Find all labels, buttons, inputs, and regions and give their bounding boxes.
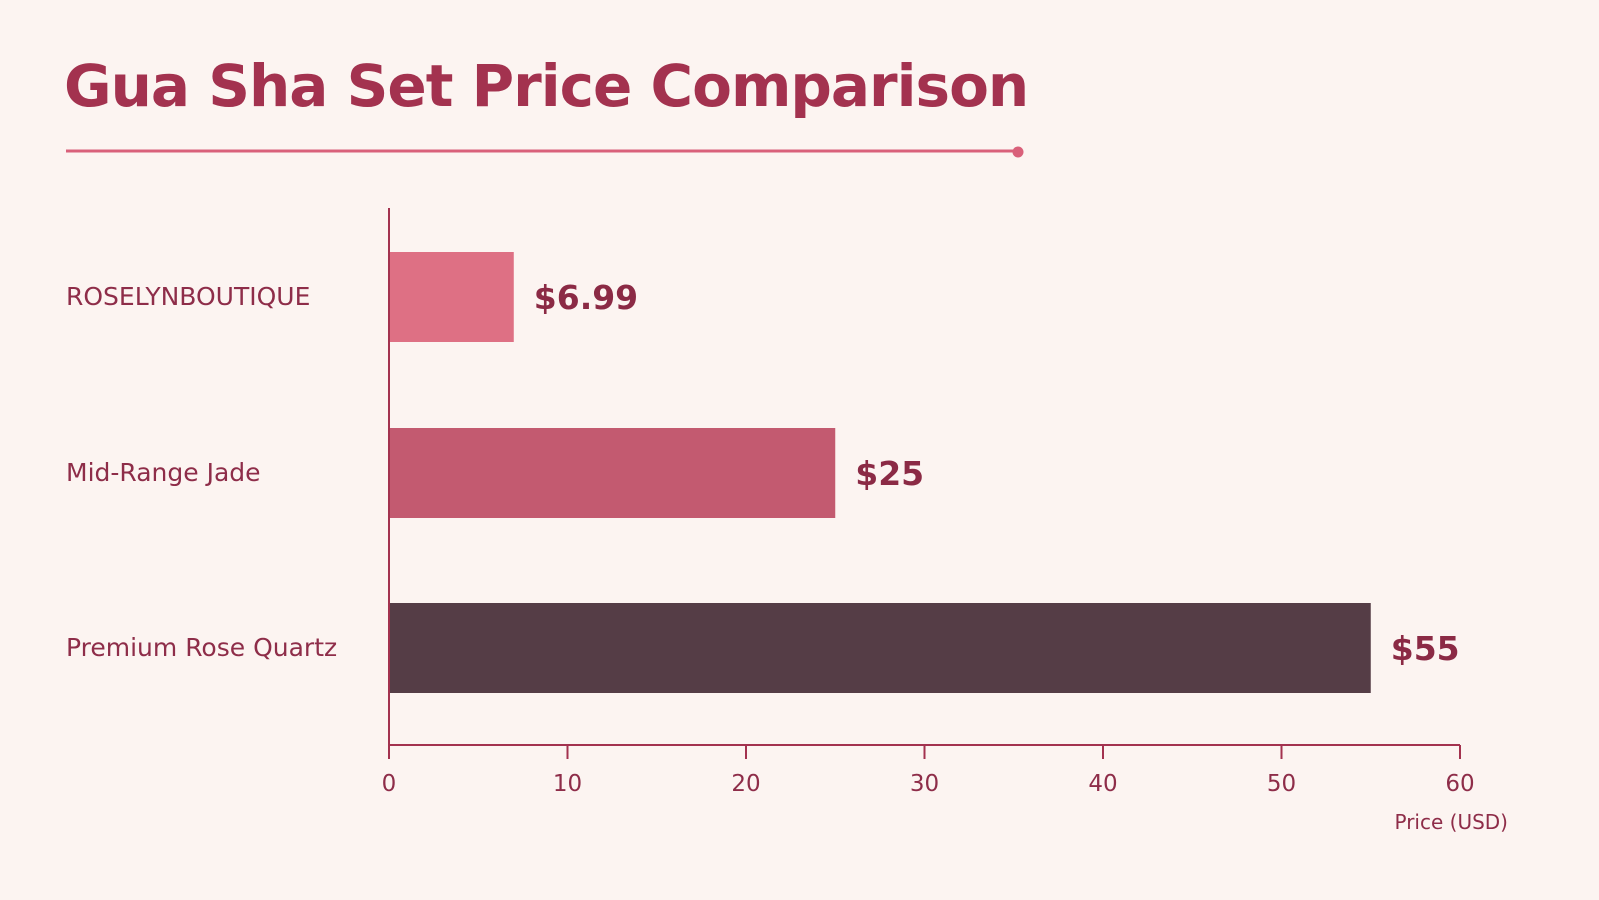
x-tick-label: 40 bbox=[1088, 771, 1117, 797]
x-axis-title: Price (USD) bbox=[1395, 810, 1509, 834]
bars-group: ROSELYNBOUTIQUE $6.99 Mid-Range Jade $25 Pre… bbox=[66, 252, 1460, 693]
title-underline-dot bbox=[1012, 146, 1024, 158]
category-label: Premium Rose Quartz bbox=[66, 633, 337, 662]
chart-title: Gua Sha Set Price Comparison bbox=[64, 52, 1029, 120]
x-axis-ticks: 0 10 20 30 40 50 60 bbox=[382, 745, 1475, 797]
category-label: ROSELYNBOUTIQUE bbox=[66, 282, 310, 311]
value-label: $55 bbox=[1391, 629, 1460, 668]
x-tick-label: 30 bbox=[910, 771, 939, 797]
x-tick-label: 0 bbox=[382, 771, 397, 797]
x-tick-label: 50 bbox=[1267, 771, 1296, 797]
category-label: Mid-Range Jade bbox=[66, 458, 261, 487]
x-tick-label: 20 bbox=[731, 771, 760, 797]
value-label: $25 bbox=[855, 454, 924, 493]
value-label: $6.99 bbox=[534, 278, 638, 317]
x-tick-label: 60 bbox=[1445, 771, 1474, 797]
bar bbox=[389, 428, 836, 518]
x-tick-label: 10 bbox=[553, 771, 582, 797]
bar bbox=[389, 603, 1371, 693]
bar bbox=[389, 252, 514, 342]
